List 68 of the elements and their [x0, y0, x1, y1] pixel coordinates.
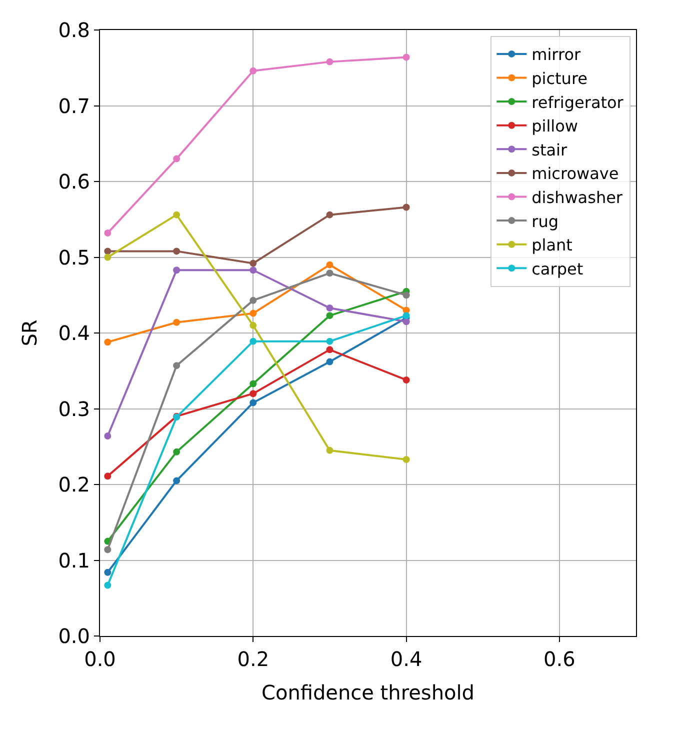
x-tick-label: 0.0 [84, 647, 116, 671]
point [104, 546, 112, 554]
point [173, 248, 180, 255]
legend-label: refrigerator [532, 92, 624, 112]
point [173, 318, 180, 326]
x-tick-label: 0.6 [544, 647, 576, 671]
point [104, 248, 112, 255]
point [326, 304, 334, 312]
y-tick-label: 0.4 [58, 321, 90, 345]
point [326, 346, 334, 354]
point [326, 358, 334, 366]
point [402, 456, 410, 463]
point [173, 211, 180, 218]
point [104, 230, 112, 237]
point [326, 261, 334, 268]
y-tick-label: 0.5 [58, 245, 90, 270]
point [104, 568, 112, 576]
point [402, 204, 410, 211]
legend-label: microwave [532, 164, 619, 184]
y-axis-title: SR [18, 320, 42, 346]
point [402, 292, 410, 299]
point [250, 322, 257, 329]
point [326, 211, 334, 218]
point [402, 54, 410, 61]
legend-label: plant [532, 236, 572, 255]
point [326, 338, 334, 345]
point [326, 270, 334, 277]
point [326, 58, 334, 66]
point [250, 310, 257, 317]
point [402, 318, 410, 326]
point [173, 266, 180, 274]
point [104, 254, 112, 261]
point [250, 296, 257, 304]
point [250, 338, 257, 345]
point [250, 266, 257, 274]
point [104, 472, 112, 480]
legend-label: rug [532, 212, 559, 231]
point [250, 260, 257, 267]
point [402, 376, 410, 384]
y-tick-label: 0.6 [58, 170, 90, 194]
x-axis-title: Confidence threshold [262, 680, 474, 704]
point [250, 67, 257, 74]
legend-label: dishwasher [532, 188, 623, 207]
point [250, 380, 257, 388]
legend-label: carpet [532, 259, 584, 278]
x-tick-label: 0.2 [237, 647, 270, 671]
y-tick-label: 0.3 [58, 396, 90, 421]
legend-label: mirror [532, 45, 581, 64]
point [173, 477, 180, 484]
legend-label: stair [532, 140, 568, 160]
y-tick-label: 0.7 [58, 94, 90, 118]
point [173, 448, 180, 456]
point [173, 362, 180, 370]
legend-label: pillow [532, 116, 578, 136]
y-tick-label: 0.8 [58, 18, 90, 42]
point [104, 582, 112, 589]
legend-label: picture [532, 69, 588, 88]
y-tick-label: 0.0 [58, 624, 90, 648]
point [250, 399, 257, 406]
point [104, 338, 112, 346]
y-tick-label: 0.1 [58, 548, 90, 572]
y-tick-label: 0.2 [58, 472, 90, 496]
point [104, 432, 112, 440]
point [173, 155, 180, 162]
x-tick-label: 0.4 [390, 647, 422, 671]
point [326, 446, 334, 454]
point [250, 390, 257, 398]
point [326, 312, 334, 320]
